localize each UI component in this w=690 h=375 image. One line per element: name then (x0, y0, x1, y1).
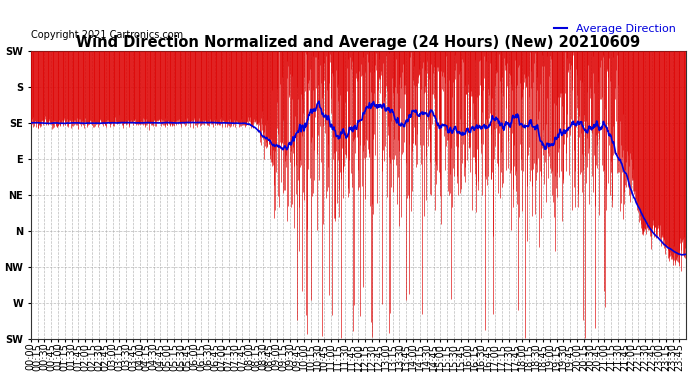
Text: Copyright 2021 Cartronics.com: Copyright 2021 Cartronics.com (30, 30, 183, 40)
Legend: Average Direction: Average Direction (549, 20, 680, 38)
Title: Wind Direction Normalized and Average (24 Hours) (New) 20210609: Wind Direction Normalized and Average (2… (76, 35, 640, 50)
